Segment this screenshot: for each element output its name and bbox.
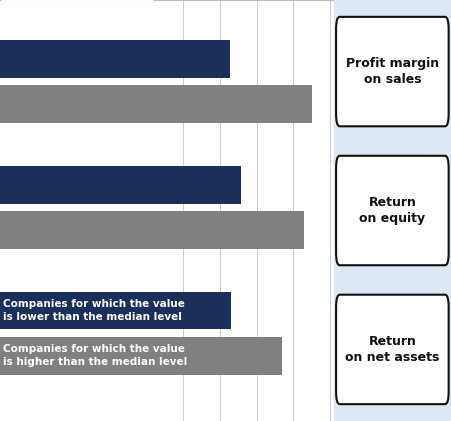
Bar <box>0 337 282 375</box>
Text: Return
on equity: Return on equity <box>359 196 425 225</box>
Bar <box>0 85 312 123</box>
FancyBboxPatch shape <box>336 156 449 265</box>
Text: Companies for which the value
is lower than the median level: Companies for which the value is lower t… <box>3 299 185 322</box>
Text: Return
on net assets: Return on net assets <box>345 335 440 364</box>
Text: Companies for which the value
is higher than the median level: Companies for which the value is higher … <box>3 344 187 367</box>
FancyBboxPatch shape <box>336 295 449 404</box>
Bar <box>0 166 240 204</box>
FancyBboxPatch shape <box>336 17 449 126</box>
Bar <box>0 292 231 329</box>
Text: Profit margin
on sales: Profit margin on sales <box>346 57 439 86</box>
Bar <box>0 211 304 249</box>
Bar <box>0 40 230 78</box>
